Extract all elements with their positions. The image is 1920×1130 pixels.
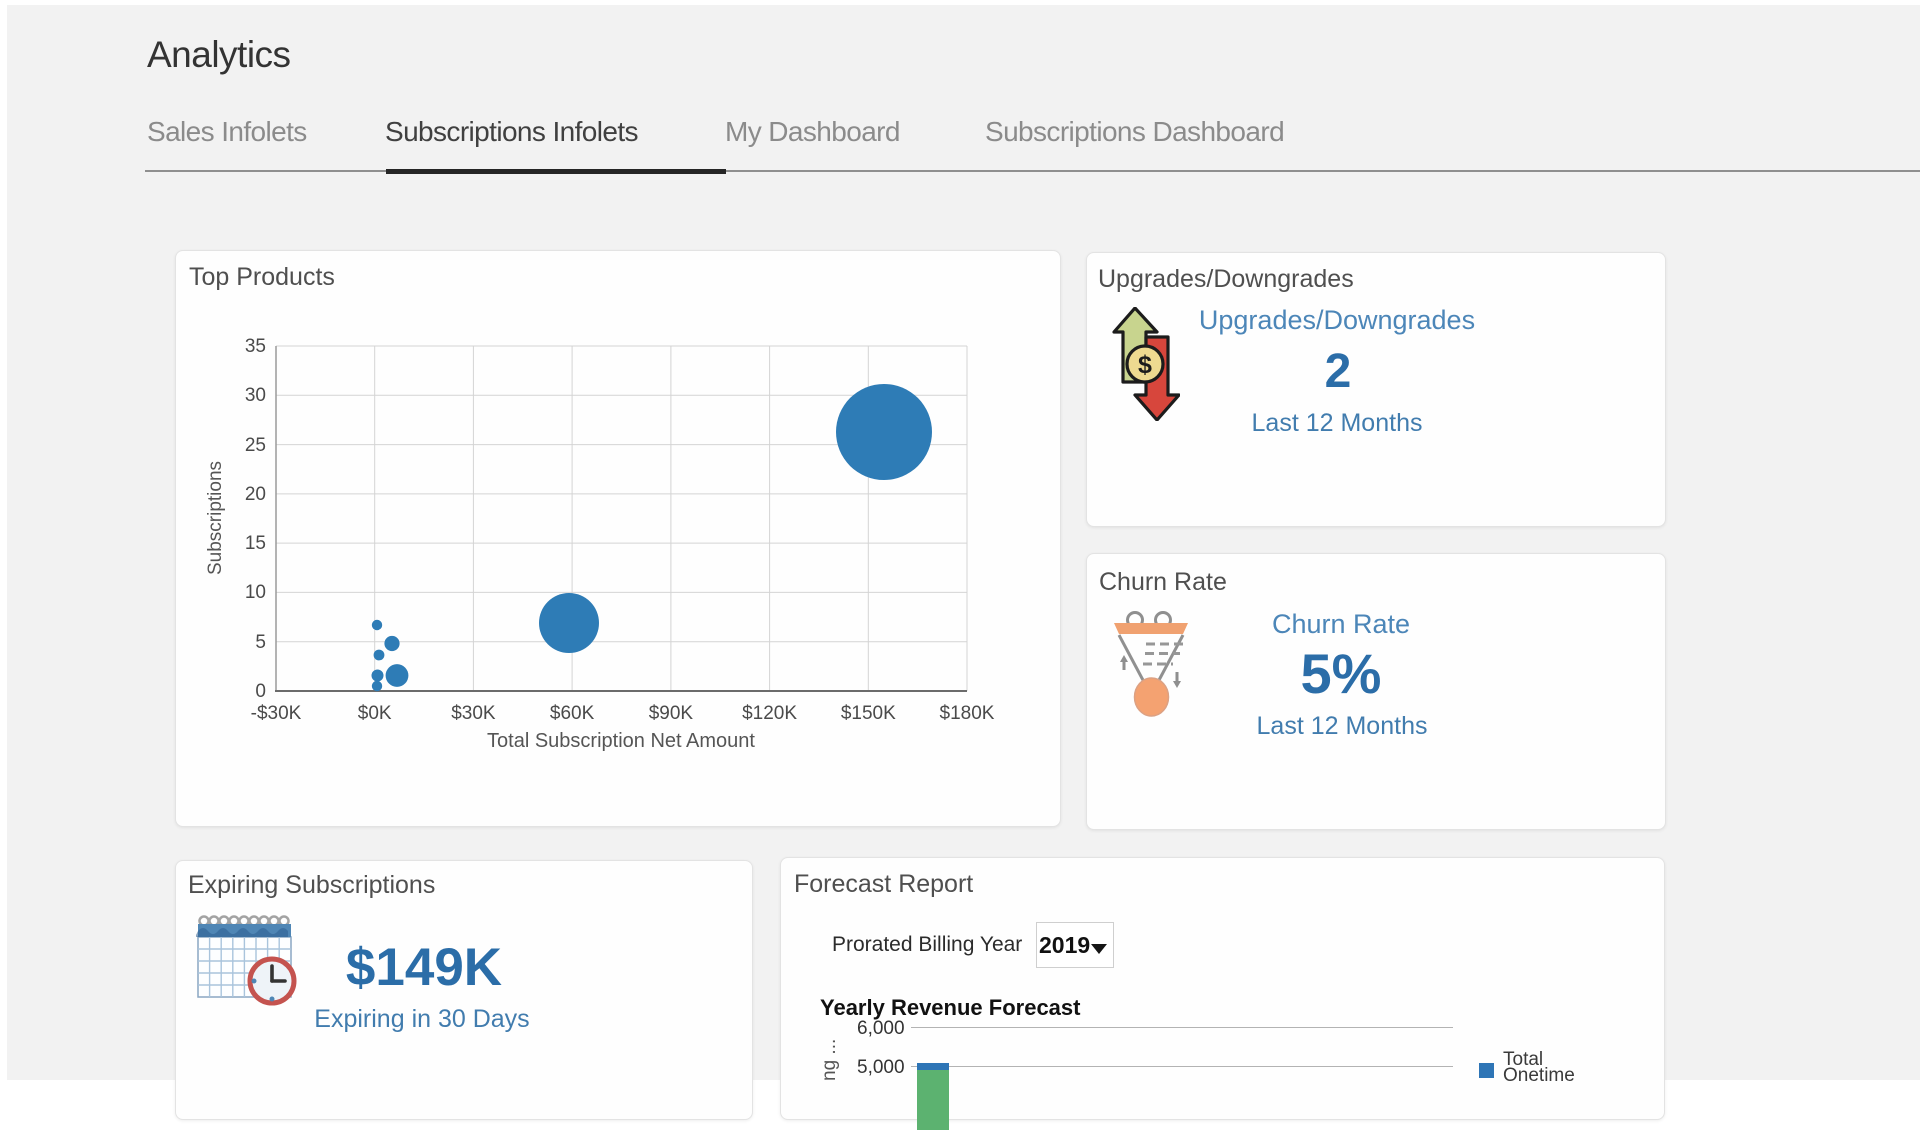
svg-text:30: 30 — [245, 385, 266, 406]
svg-text:0: 0 — [255, 681, 266, 702]
svg-text:15: 15 — [245, 533, 266, 554]
svg-text:$30K: $30K — [451, 703, 496, 724]
svg-text:Total Subscription Net Amount: Total Subscription Net Amount — [487, 730, 755, 752]
svg-text:$60K: $60K — [550, 703, 595, 724]
svg-text:20: 20 — [245, 484, 266, 505]
svg-text:35: 35 — [245, 336, 266, 357]
svg-text:5: 5 — [255, 632, 266, 653]
svg-text:-$30K: -$30K — [251, 703, 302, 724]
svg-text:$150K: $150K — [841, 703, 896, 724]
svg-text:$90K: $90K — [649, 703, 694, 724]
svg-text:25: 25 — [245, 435, 266, 456]
svg-text:$180K: $180K — [940, 703, 995, 724]
svg-text:$0K: $0K — [358, 703, 392, 724]
svg-text:$120K: $120K — [742, 703, 797, 724]
svg-text:$: $ — [1138, 351, 1152, 379]
svg-text:10: 10 — [245, 582, 266, 603]
svg-text:Subscriptions: Subscriptions — [205, 461, 226, 575]
